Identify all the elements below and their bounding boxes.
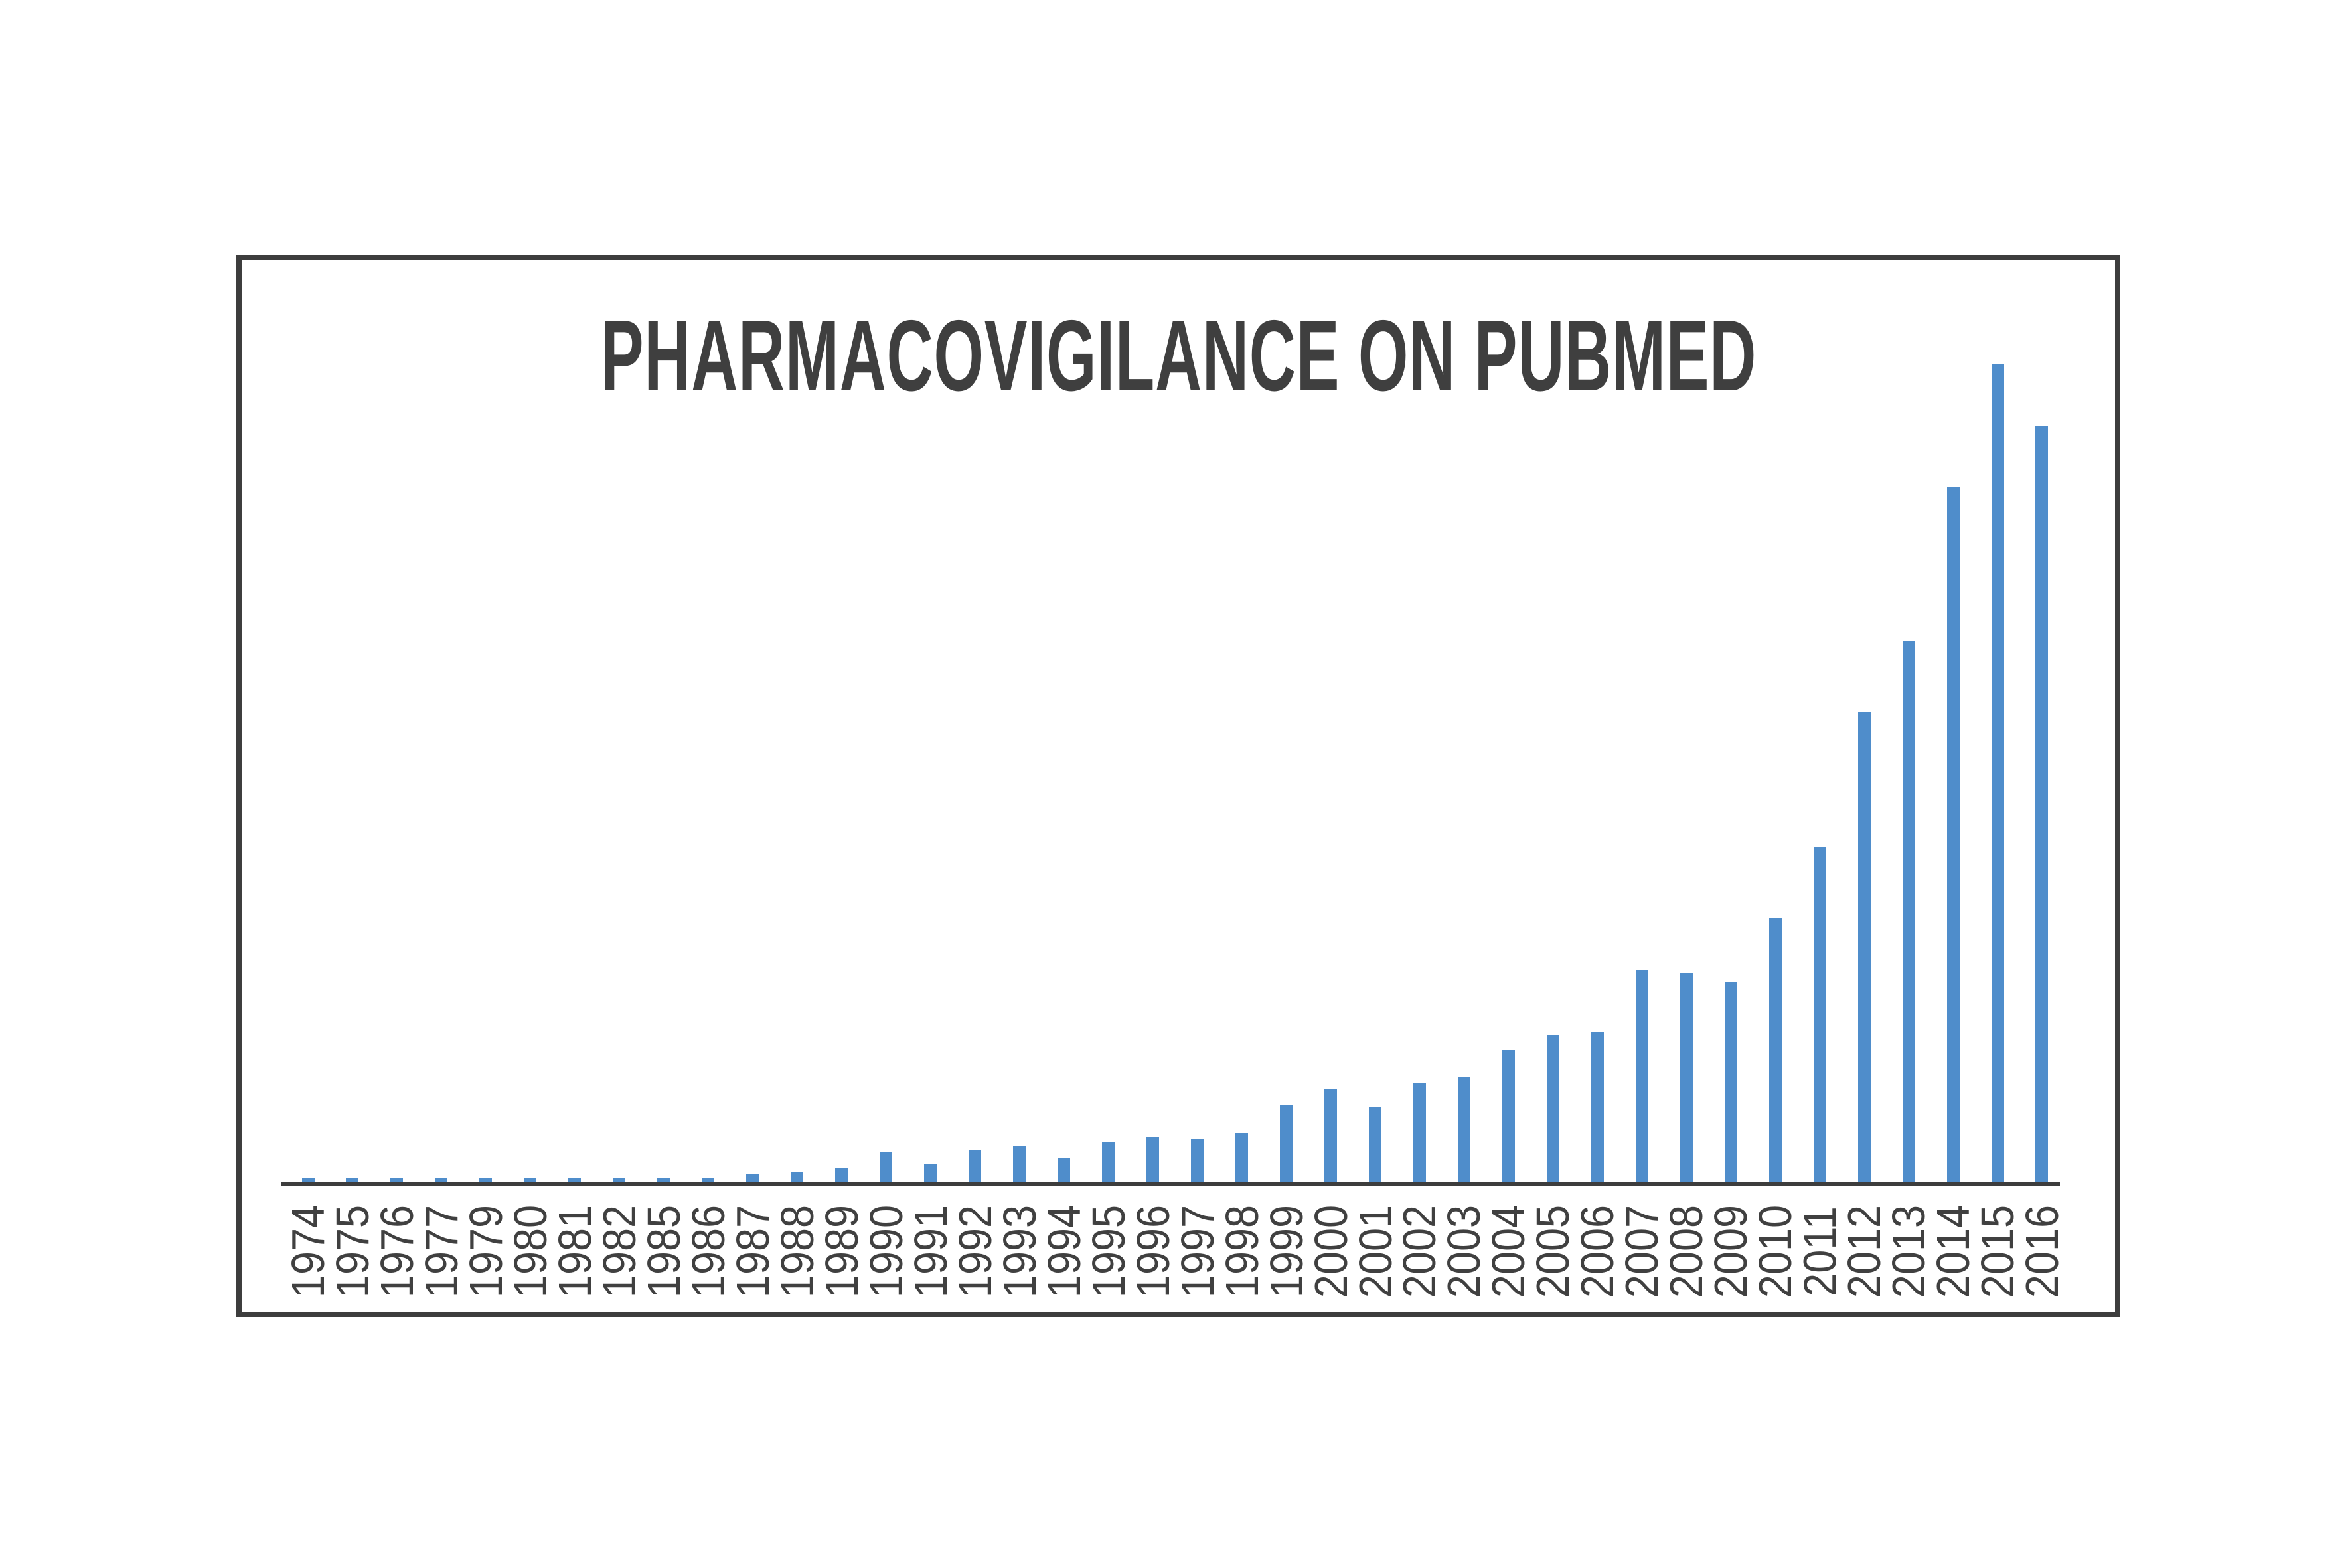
x-tick-label-2016: 2016 [2015, 1204, 2068, 1298]
chart-title-text: PHARMACOVIGILANCE ON PUBMED [600, 299, 1757, 412]
bar-2006 [1591, 1032, 1604, 1186]
bar-1990 [880, 1152, 893, 1186]
bar-1999 [1279, 1105, 1293, 1186]
bar-1992 [969, 1150, 982, 1186]
bar-1995 [1102, 1142, 1115, 1186]
bar-2000 [1324, 1089, 1337, 1186]
bar-2002 [1413, 1083, 1426, 1186]
bar-1994 [1058, 1158, 1071, 1186]
x-axis-line [281, 1182, 2060, 1186]
bar-1989 [835, 1168, 848, 1186]
bar-2005 [1546, 1035, 1559, 1186]
bar-2013 [1902, 641, 1915, 1186]
bar-2004 [1502, 1050, 1515, 1186]
bar-1993 [1013, 1146, 1026, 1186]
bar-2014 [1946, 487, 1960, 1186]
bar-2003 [1457, 1077, 1470, 1186]
bar-2010 [1768, 918, 1782, 1186]
bar-2007 [1635, 970, 1648, 1186]
bar-2011 [1813, 847, 1826, 1186]
bar-2001 [1368, 1107, 1381, 1186]
bar-1997 [1190, 1139, 1204, 1186]
bar-2012 [1857, 712, 1871, 1186]
bar-1996 [1146, 1137, 1159, 1186]
plot-area: PHARMACOVIGILANCE ON PUBMED 1974 1975 1976… [242, 260, 2115, 1312]
bar-2008 [1680, 973, 1693, 1186]
bar-2009 [1724, 982, 1737, 1186]
bar-1991 [924, 1164, 937, 1186]
bar-2015 [1991, 364, 2004, 1186]
chart-title: PHARMACOVIGILANCE ON PUBMED [242, 305, 2115, 406]
bar-2016 [2035, 426, 2049, 1186]
bar-1998 [1235, 1133, 1248, 1186]
chart-frame: PHARMACOVIGILANCE ON PUBMED 1974 1975 1976… [236, 255, 2120, 1317]
